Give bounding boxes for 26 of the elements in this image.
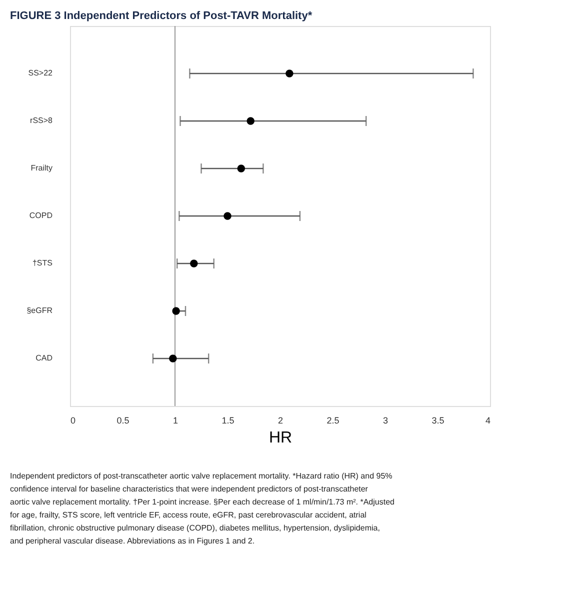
x-tick-label: 1.5: [222, 416, 234, 426]
y-tick-label: SS>22: [28, 68, 54, 78]
x-tick-label: 0.5: [116, 416, 130, 426]
point: [190, 260, 198, 268]
chart-title: FIGURE 3 Independent Predictors of Post-TAVR Mortality*: [10, 10, 313, 22]
point: [169, 354, 177, 362]
point: [246, 117, 254, 125]
x-tick-label: 2.5: [326, 416, 340, 426]
point: [286, 70, 294, 78]
point: [172, 307, 180, 315]
x-tick-label: 0: [70, 416, 76, 426]
y-tick-label: rSS>8: [30, 116, 54, 125]
y-tick-label: †STS: [32, 258, 52, 268]
x-tick-label: 2: [278, 416, 284, 426]
point: [224, 212, 232, 220]
y-tick-label: Frailty: [30, 164, 52, 172]
x-tick-label: 3: [382, 416, 388, 426]
x-tick-label: 4: [485, 416, 490, 426]
y-tick-label: CAD: [36, 354, 53, 362]
x-tick-label: 1: [172, 416, 178, 426]
text: Independent predictors of post-transcatheter aortic valve replacement mortality. *Hazard ratio (HR) and 95% confidence interval for baseline characteristics that were independent predictors of post-transcatheter aortic valve replacement mortality. †Per 1-point increase. §Per each decrease of 1 ml/min/1.73 m². *Adjusted for age, frailty, STS score, left ventricle EF, access route, eGFR, past cerebrovascular accident, atrial fibrillation, chronic obstructive pulmonary disease (COPD), diabetes mellitus, hypertension, dyslipidemia, and peripheral vascular disease. Abbreviations as in Figures 1 and 2.: [10, 472, 394, 546]
x-tick-label: 3.5: [432, 416, 444, 426]
y-tick-label: §eGFR: [26, 306, 53, 315]
y-tick-label: COPD: [29, 211, 53, 220]
point: [237, 164, 246, 172]
x-axis-title: HR: [268, 430, 292, 446]
